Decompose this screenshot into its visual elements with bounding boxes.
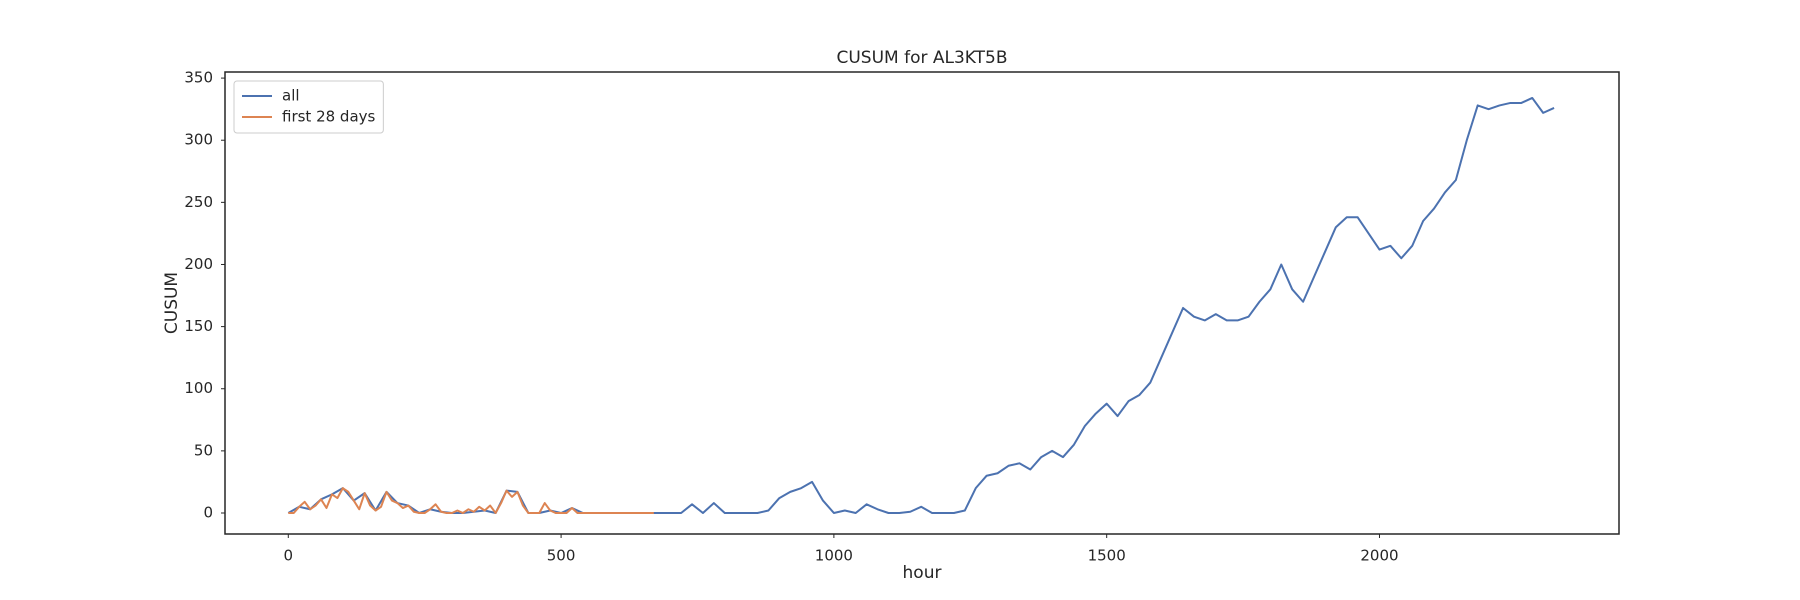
y-tick-label: 200: [184, 255, 213, 273]
legend: all first 28 days: [233, 80, 384, 134]
chart-title: CUSUM for AL3KT5B: [836, 48, 1007, 68]
series-line: [287, 96, 1555, 514]
y-tick-label: 150: [184, 317, 213, 335]
y-tick-label: 0: [203, 504, 213, 522]
x-tick-label: 500: [547, 547, 576, 565]
y-tick-label: 250: [184, 193, 213, 211]
x-tick-label: 2000: [1360, 547, 1398, 565]
legend-box: [233, 80, 384, 134]
y-tick-label: 100: [184, 379, 213, 397]
y-tick-label: 300: [184, 131, 213, 149]
y-axis-label: CUSUM: [162, 272, 182, 334]
y-tick-label: 50: [194, 441, 213, 459]
x-tick-label: 0: [284, 547, 294, 565]
legend-label: all: [282, 87, 300, 105]
x-axis-label: hour: [903, 563, 942, 583]
x-tick-label: 1500: [1088, 547, 1126, 565]
series-line: [288, 487, 654, 514]
legend-label: first 28 days: [282, 108, 376, 126]
y-tick-label: 350: [184, 69, 213, 87]
x-tick-label: 1000: [815, 547, 853, 565]
plot-frame: [224, 71, 1620, 535]
